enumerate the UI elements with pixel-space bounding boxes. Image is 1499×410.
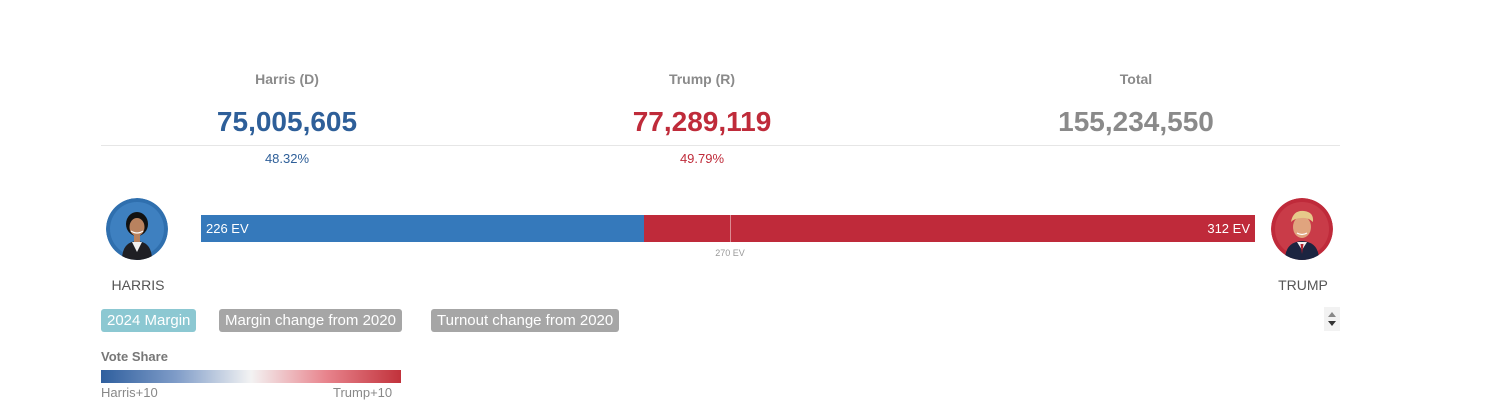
trump-ev-segment: 312 EV <box>643 215 1255 242</box>
threshold-marker <box>729 215 731 242</box>
tab-margin-change-2020[interactable]: Margin change from 2020 <box>219 309 402 332</box>
trump-avatar <box>1271 198 1333 260</box>
harris-ev-segment: 226 EV <box>201 215 644 242</box>
legend-left-label: Harris+10 <box>101 385 158 400</box>
harris-vote-total: 75,005,605 <box>216 106 358 137</box>
total-vote-count: 155,234,550 <box>1058 106 1214 137</box>
harris-summary: Harris (D) 75,005,605 48.32% <box>137 70 437 167</box>
tab-turnout-change-2020[interactable]: Turnout change from 2020 <box>431 309 620 332</box>
trump-label: Trump (R) <box>668 71 736 87</box>
harris-label: Harris (D) <box>255 71 319 87</box>
electoral-vote-bar: 226 EV 312 EV <box>201 215 1255 242</box>
legend-right-label: Trump+10 <box>333 385 393 400</box>
tab-2024-margin[interactable]: 2024 Margin <box>101 309 197 332</box>
harris-avatar <box>106 198 168 260</box>
total-summary: Total 155,234,550 <box>986 70 1286 139</box>
vote-share-gradient <box>101 370 401 383</box>
total-label: Total <box>1119 71 1153 87</box>
caret-up-icon[interactable] <box>1328 311 1336 317</box>
harris-name: HARRIS <box>111 277 165 293</box>
scroll-stepper[interactable] <box>1324 307 1340 331</box>
caret-down-icon[interactable] <box>1328 321 1336 327</box>
trump-summary: Trump (R) 77,289,119 49.79% <box>552 70 852 167</box>
trump-name: TRUMP <box>1278 277 1328 293</box>
trump-vote-pct: 49.79% <box>679 151 725 166</box>
legend-title: Vote Share <box>101 349 168 364</box>
harris-vote-pct: 48.32% <box>264 151 310 166</box>
summary-divider <box>101 145 1340 146</box>
trump-vote-total: 77,289,119 <box>632 106 772 137</box>
threshold-label: 270 EV <box>715 248 745 258</box>
